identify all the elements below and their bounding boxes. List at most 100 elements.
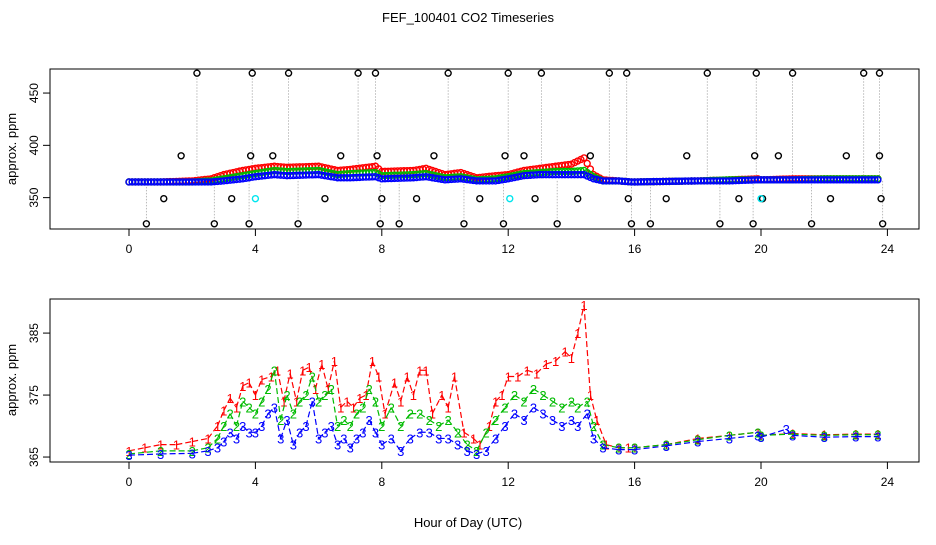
series-1-line [495, 394, 503, 402]
series-2-line [757, 431, 762, 436]
series-3-line [400, 438, 411, 452]
series-2-line [216, 425, 225, 439]
series-2-label: 2 [347, 419, 354, 434]
series-1-label: 1 [331, 354, 338, 369]
series-3-label: 3 [309, 394, 316, 409]
series-3-line [757, 434, 762, 438]
series-1-label: 1 [561, 345, 568, 360]
series-1-label: 1 [252, 388, 259, 403]
series-3-line [634, 445, 667, 451]
series-1-label: 1 [587, 388, 594, 403]
series-3-label: 3 [754, 428, 761, 443]
top-panel-frame [49, 68, 920, 230]
series-1-label: 1 [220, 404, 227, 419]
series-1-label: 1 [789, 426, 796, 441]
series-2-line [356, 407, 364, 415]
series-2-line [273, 370, 282, 420]
series-2-line [476, 431, 487, 452]
series-2-label: 2 [252, 407, 259, 422]
series-3-label: 3 [492, 431, 499, 446]
series-1-label: 1 [552, 354, 559, 369]
series-2-label: 2 [757, 428, 764, 443]
mid-low-point [160, 194, 168, 203]
series-3-label: 3 [726, 431, 733, 446]
series-2-label: 2 [754, 425, 761, 440]
top-x-tick-label: 16 [628, 242, 642, 256]
series-3-line [299, 425, 307, 433]
series-2-label: 2 [315, 394, 322, 409]
series-2-line [337, 419, 345, 427]
mid-high-point [683, 152, 691, 160]
series-2-line [229, 413, 237, 427]
series-1-label: 1 [362, 388, 369, 403]
series-2-label: 2 [340, 413, 347, 428]
series-2-line [792, 433, 825, 436]
series-2-label: 2 [372, 394, 379, 409]
series-2-label: 2 [590, 419, 597, 434]
series-1-line [384, 382, 396, 414]
series-3-line [311, 401, 320, 439]
mid-high-point [373, 152, 381, 160]
top-x-tick-label: 8 [378, 242, 385, 256]
series-3-label: 3 [252, 425, 259, 440]
series-3-line [217, 441, 225, 449]
calibration-dip-point [376, 220, 384, 228]
series-3-label: 3 [245, 425, 252, 440]
series-1-label: 1 [514, 369, 521, 384]
calibration-dip-point [716, 220, 724, 228]
bottom-x-tick-label: 24 [881, 475, 895, 489]
calibration-spike-point [752, 69, 760, 77]
series-3-label: 3 [852, 430, 859, 445]
series-3-line [229, 431, 237, 439]
series-3-label: 3 [271, 400, 278, 415]
series-2-label: 2 [214, 431, 221, 446]
series-3-line [381, 437, 392, 446]
top-panel-ylabel: approx. ppm [4, 113, 19, 185]
top-y-tick-label: 450 [27, 83, 41, 103]
series-3-label: 3 [615, 443, 622, 458]
series-3-line [824, 435, 856, 438]
series-1-line [473, 438, 481, 446]
series-2-line [286, 394, 294, 414]
series-2-line [428, 419, 440, 427]
series-1-line [314, 363, 323, 390]
series-1-line [248, 382, 256, 396]
series-3-line [577, 413, 588, 427]
series-1-label: 1 [258, 373, 265, 388]
series-3-line [128, 453, 161, 456]
series-2-label: 2 [157, 444, 164, 459]
series-1-line [333, 360, 342, 408]
series-3-line [729, 434, 758, 440]
series-1-line [393, 382, 402, 402]
series-2-label: 2 [220, 419, 227, 434]
mid-low-point [476, 194, 484, 203]
series-1-label: 1 [299, 363, 306, 378]
series-2-label: 2 [416, 407, 423, 422]
series-1-label: 1 [189, 435, 196, 450]
series-2-label: 2 [353, 407, 360, 422]
series-2-label: 2 [435, 419, 442, 434]
series-2-label: 2 [821, 428, 828, 443]
series-1-label: 1 [245, 376, 252, 391]
series-1-line [453, 376, 465, 433]
series-3-label: 3 [511, 407, 518, 422]
series-1-label: 1 [498, 388, 505, 403]
series-3-label: 3 [783, 422, 790, 437]
mid-low-point [412, 194, 421, 203]
series-1-line [488, 401, 497, 427]
series-1-label: 1 [422, 363, 429, 378]
top-y-tick-label: 350 [27, 187, 41, 207]
series-1-line [327, 360, 335, 389]
calibration-spike-point [860, 69, 868, 77]
series-3-label: 3 [435, 431, 442, 446]
series-3-label: 3 [125, 448, 132, 463]
series-1-label: 1 [268, 369, 275, 384]
series-2-line [485, 419, 497, 433]
series-1-label: 1 [337, 400, 344, 415]
series-2-line [634, 444, 667, 449]
series-1-point [422, 164, 430, 173]
series-1-label: 1 [486, 419, 493, 434]
series-1-line [577, 305, 585, 334]
series-1-label: 1 [694, 431, 701, 446]
series-3-label: 3 [520, 413, 527, 428]
